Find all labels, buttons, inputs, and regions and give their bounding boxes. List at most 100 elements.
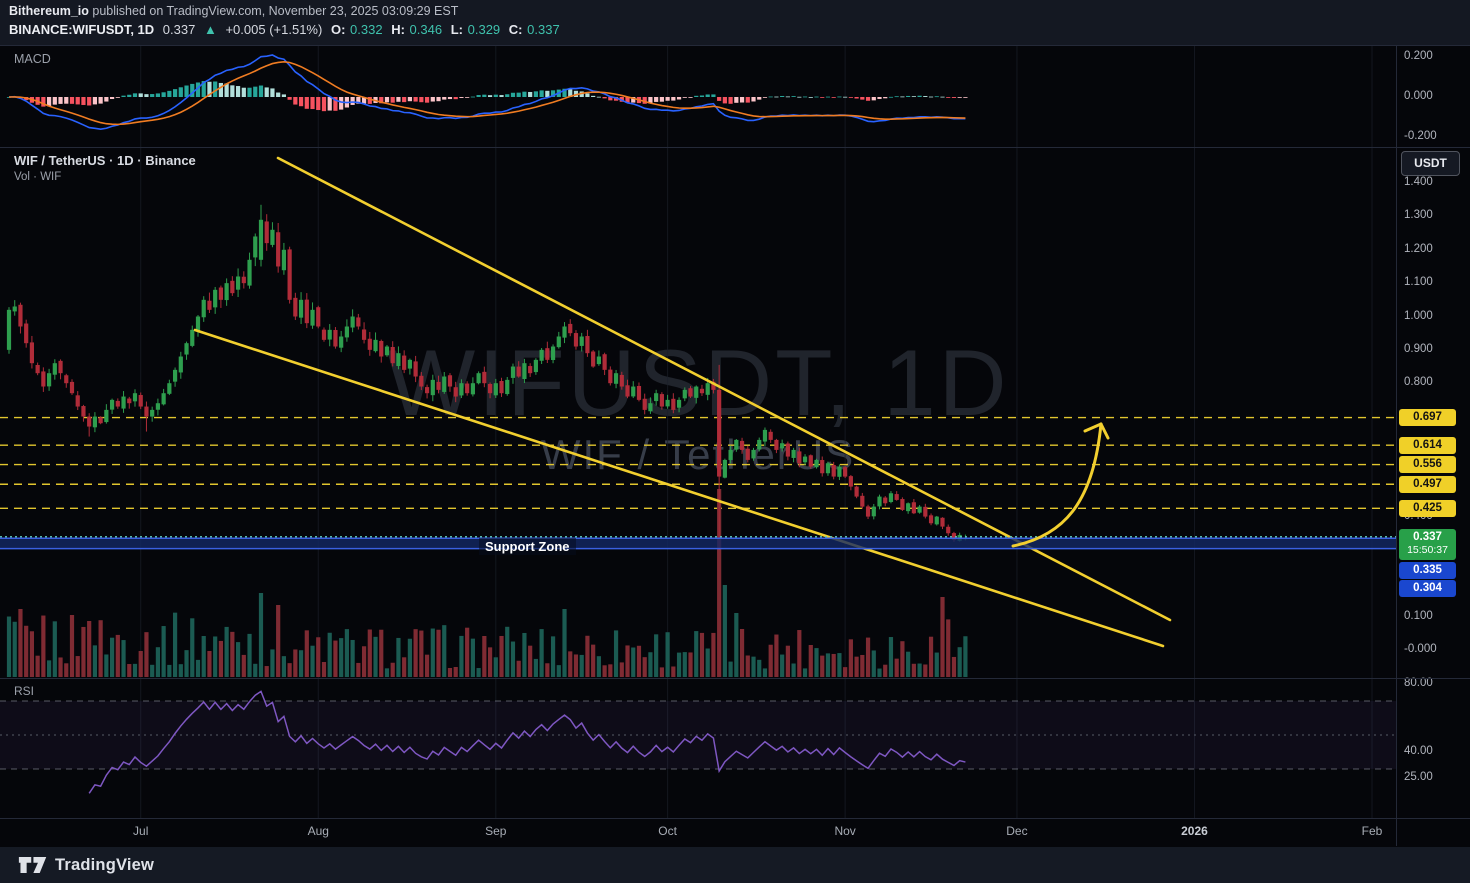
candle-body [780,443,785,449]
macd-histogram-bar [900,96,905,98]
macd-histogram-bar [654,97,659,102]
candle-body [888,493,894,503]
macd-histogram-bar [785,96,790,98]
macd-histogram-bar [906,95,911,97]
pane-separator-macd-main[interactable] [0,147,1470,148]
candle-body [12,306,17,312]
volume-bar [757,659,762,677]
volume-bar [562,609,567,677]
tradingview-logo[interactable]: TradingView [18,855,154,875]
macd-histogram-bar [728,97,733,104]
macd-histogram-bar [6,97,12,98]
candle-body [814,459,819,468]
support-zone-band[interactable] [0,538,1396,549]
volume-bar [625,645,630,677]
volume-bar [172,612,178,677]
volume-bar [327,632,332,677]
candle-body [447,375,453,387]
candle-body [625,385,630,397]
macd-histogram-bar [596,96,601,98]
volume-bar [46,660,52,677]
macd-histogram-bar [264,87,269,97]
candle-body [883,497,888,504]
candle-body [516,366,521,377]
candle-body [321,329,327,340]
trendline-upper[interactable] [276,156,1172,622]
volume-bar [6,616,12,677]
candle-body [854,486,859,497]
macd-histogram-bar [476,95,481,97]
macd-histogram-bar [854,97,859,99]
candle-body [339,336,344,348]
month-gridlines [140,45,1373,818]
volume-bar [293,649,298,677]
candle-body [928,515,934,524]
volume-bar [24,625,29,677]
volume-bar [138,651,143,677]
volume-bar [442,625,447,677]
macd-histogram-bar [201,81,206,97]
candle-body [298,299,304,318]
candle-body [276,232,281,267]
pane-separator-main-rsi[interactable] [0,678,1470,679]
volume-bar [459,635,464,677]
macd-histogram-bar [396,97,401,102]
price-axis-separator[interactable] [1396,45,1397,846]
main-pane-title: WIF / TetherUS · 1D · Binance [14,153,196,168]
candle-body [195,316,201,331]
macd-histogram-bar [780,95,785,97]
candle-body [465,383,470,394]
candle-body [596,356,601,365]
candle-body [75,395,80,407]
candle-body [247,259,252,286]
volume-bar [413,629,418,677]
volume-bar [762,668,768,677]
candle-body [178,356,183,373]
candle-body [201,299,206,318]
macd-histogram-bar [911,96,916,98]
macd-histogram-bar [883,97,888,99]
candle-body [184,343,189,355]
macd-histogram-bar [424,97,430,103]
volume-bar [865,637,871,677]
macd-histogram-bar [499,95,504,97]
macd-histogram-bar [81,97,86,105]
candle-body [402,355,407,370]
candle-body [287,249,292,300]
macd-signal-line [8,61,966,126]
macd-histogram-bar [235,86,241,97]
macd-histogram-bar [207,81,212,97]
candle-body [6,309,12,350]
macd-histogram-bar [699,95,705,97]
volume-bar [545,663,550,677]
macd-histogram-bar [877,97,882,99]
breakout-arrow[interactable] [1011,422,1103,548]
breakout-arrow-head [1099,422,1110,440]
trendline-lower[interactable] [193,328,1165,648]
volume-bar [602,665,607,677]
macd-histogram-bar [774,96,779,98]
candle-body [671,398,676,410]
volume-bar [109,637,115,677]
candle-body [69,381,75,394]
candle-body [837,466,842,477]
candle-body [739,440,745,450]
macd-histogram-bar [470,96,475,98]
candle-body [293,297,298,317]
candle-body [791,449,796,458]
level-lines[interactable] [0,416,1396,509]
macd-histogram-bar [946,97,951,98]
volume-bar [12,621,17,677]
macd-histogram-bar [287,97,292,100]
candle-body [699,388,705,394]
volume-bar [276,605,281,677]
currency-toggle-button[interactable]: USDT [1401,151,1460,176]
volume-bar [424,654,430,677]
candle-body [413,361,418,377]
macd-histogram-bar [493,94,498,97]
macd-histogram-bar [550,90,556,97]
macd-histogram-bar [642,97,647,104]
macd-histogram-bar [739,97,745,103]
